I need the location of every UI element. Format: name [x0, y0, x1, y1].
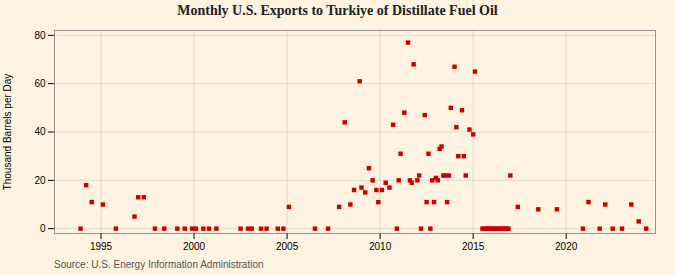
svg-text:1995: 1995: [90, 241, 113, 252]
svg-text:2010: 2010: [369, 241, 392, 252]
svg-text:Thousand Barrels per Day: Thousand Barrels per Day: [2, 74, 13, 191]
html-text:Monthly U.S. Exports to Turkiy: Monthly U.S. Exports to Turkiye of Disti…: [177, 3, 498, 18]
svg-text:2000: 2000: [183, 241, 206, 252]
svg-text:2020: 2020: [555, 241, 578, 252]
svg-text:40: 40: [34, 126, 46, 137]
svg-text:60: 60: [34, 78, 46, 89]
html-text:Source: U.S. Energy Informatio: Source: U.S. Energy Information Administ…: [54, 259, 264, 270]
svg-text:0: 0: [40, 223, 46, 234]
svg-text:2005: 2005: [276, 241, 299, 252]
svg-text:20: 20: [34, 175, 46, 186]
svg-text:80: 80: [34, 30, 46, 41]
svg-text:2015: 2015: [462, 241, 485, 252]
